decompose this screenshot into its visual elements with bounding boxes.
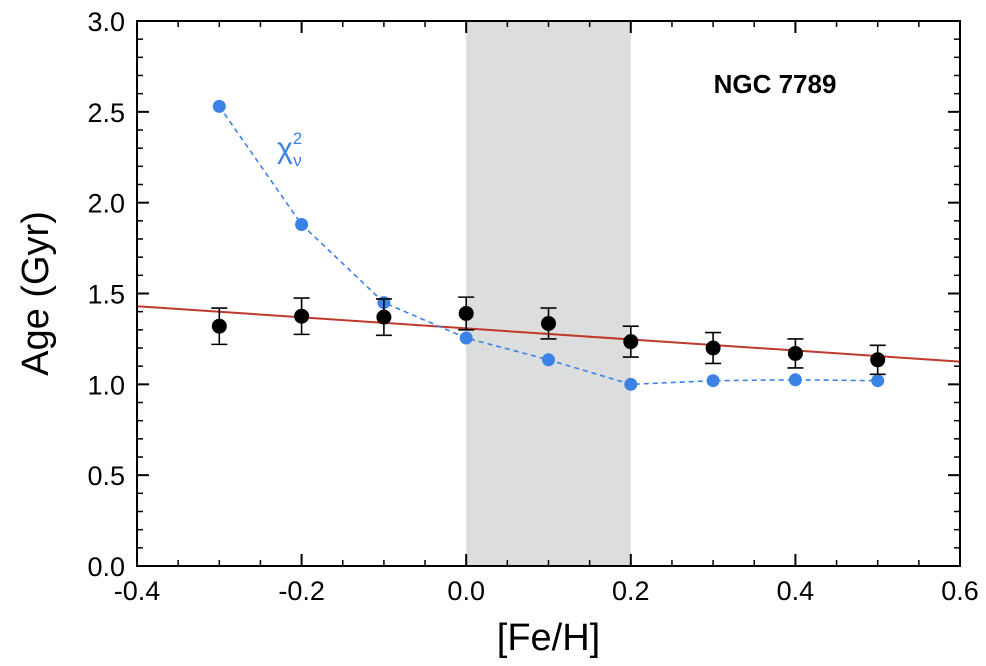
age-point xyxy=(870,352,886,368)
age-series-layer xyxy=(211,296,886,376)
shaded-region xyxy=(466,21,631,566)
y-tick-label: 2.5 xyxy=(87,98,125,128)
chi-squared-point xyxy=(459,331,473,345)
x-tick-label: 0.0 xyxy=(447,576,485,606)
age-point xyxy=(541,315,556,331)
age-point xyxy=(211,318,227,334)
chi-squared-point xyxy=(788,373,802,387)
chi-squared-point xyxy=(295,217,309,231)
chi-squared-point xyxy=(871,374,885,388)
x-axis-title: [Fe/H] xyxy=(497,617,600,659)
age-point xyxy=(294,308,310,324)
x-tick-label: -0.4 xyxy=(114,576,161,606)
chi-squared-point xyxy=(212,99,226,113)
y-tick-label: 2.0 xyxy=(87,189,125,219)
chi-squared-point xyxy=(706,374,720,388)
age-point xyxy=(458,305,474,321)
tick-labels: -0.4 -0.2 0.0 0.2 0.4 0.6 0.0 0.5 1.0 1.5 2.0 2.5 3.… xyxy=(87,7,978,606)
shaded-region-layer xyxy=(466,21,631,566)
age-point xyxy=(705,340,721,356)
age-point xyxy=(376,309,392,325)
y-tick-label: 3.0 xyxy=(87,7,125,37)
chi-label-main: χ xyxy=(277,132,293,165)
y-tick-label: 0.5 xyxy=(87,461,125,491)
y-axis-title: Age (Gyr) xyxy=(15,211,57,376)
x-tick-label: 0.4 xyxy=(777,576,815,606)
x-tick-label: 0.2 xyxy=(612,576,650,606)
chi-squared-label: χ2 ν xyxy=(277,129,302,170)
y-tick-label: 0.0 xyxy=(87,552,125,582)
chi-label-sub: ν xyxy=(293,151,302,170)
chi-label-sup: 2 xyxy=(293,129,302,148)
x-tick-label: 0.6 xyxy=(941,576,979,606)
age-point xyxy=(787,345,803,361)
chi-squared-point xyxy=(624,377,638,391)
y-tick-label: 1.0 xyxy=(87,370,125,400)
y-tick-label: 1.5 xyxy=(87,280,125,310)
plot-frame xyxy=(136,20,961,567)
age-point xyxy=(623,334,639,350)
cluster-annotation: NGC 7789 xyxy=(714,69,837,99)
chi-squared-point xyxy=(542,353,555,367)
x-tick-label: -0.2 xyxy=(278,576,325,606)
